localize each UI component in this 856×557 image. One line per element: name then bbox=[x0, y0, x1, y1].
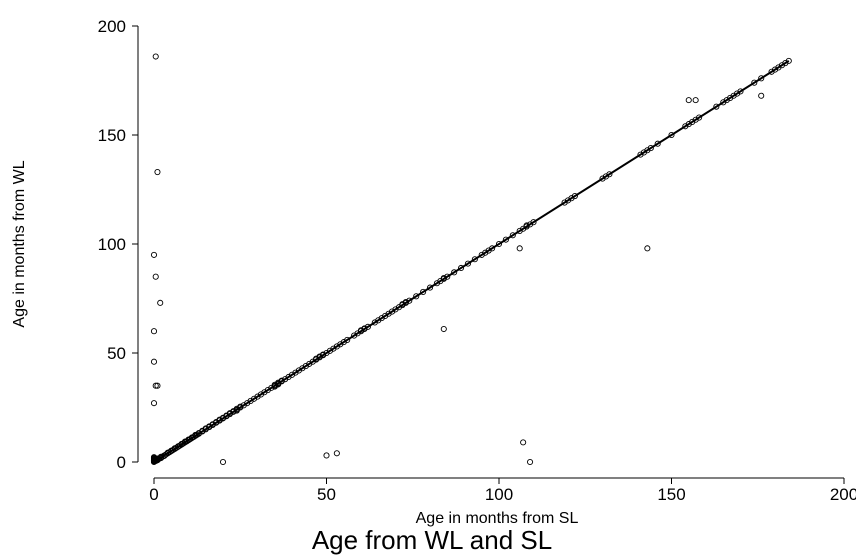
data-point bbox=[758, 92, 765, 99]
axes: 0 50 100 150 200 0 50 100 150 200 bbox=[98, 17, 856, 504]
data-point bbox=[150, 251, 158, 258]
x-tick-label: 150 bbox=[657, 485, 685, 504]
data-point bbox=[154, 169, 161, 176]
data-point bbox=[457, 264, 465, 272]
y-tick-label: 50 bbox=[107, 344, 126, 363]
data-point bbox=[451, 269, 458, 276]
data-point bbox=[219, 458, 227, 466]
y-axis-label: Age in months from WL bbox=[11, 160, 28, 327]
x-axis-ticks: 0 50 100 150 200 bbox=[149, 478, 856, 504]
data-point bbox=[668, 131, 675, 139]
data-point bbox=[758, 75, 765, 82]
data-point bbox=[737, 88, 744, 95]
y-tick-label: 200 bbox=[98, 17, 126, 36]
data-point bbox=[440, 325, 447, 333]
y-tick-label: 100 bbox=[98, 235, 126, 254]
data-point bbox=[344, 336, 351, 343]
data-point bbox=[571, 192, 578, 200]
data-point bbox=[509, 232, 516, 239]
data-point bbox=[413, 293, 420, 300]
x-tick-label: 100 bbox=[485, 485, 513, 504]
x-tick-label: 50 bbox=[317, 485, 336, 504]
data-point bbox=[150, 358, 158, 365]
data-point bbox=[471, 256, 478, 263]
x-tick-label: 0 bbox=[149, 485, 158, 504]
data-point bbox=[685, 97, 692, 104]
chart-title: Age from WL and SL bbox=[312, 525, 552, 555]
data-point bbox=[530, 219, 537, 226]
data-point bbox=[751, 79, 758, 86]
data-point bbox=[152, 273, 159, 280]
data-point bbox=[489, 245, 496, 252]
data-point bbox=[527, 458, 534, 466]
data-point bbox=[444, 273, 451, 280]
data-point bbox=[696, 114, 703, 121]
data-point bbox=[516, 245, 523, 252]
data-point bbox=[692, 97, 699, 104]
data-point bbox=[323, 452, 330, 459]
data-point bbox=[713, 103, 720, 110]
x-axis-label: Age in months from SL bbox=[416, 510, 579, 527]
x-tick-label: 200 bbox=[830, 485, 856, 504]
data-points bbox=[150, 53, 792, 466]
data-point bbox=[644, 245, 651, 252]
data-point bbox=[647, 145, 654, 152]
data-point bbox=[152, 53, 159, 60]
data-point bbox=[495, 240, 503, 248]
data-point bbox=[154, 382, 161, 389]
data-point bbox=[785, 57, 792, 64]
y-tick-label: 0 bbox=[117, 453, 126, 472]
data-point bbox=[157, 299, 164, 306]
data-point bbox=[606, 171, 613, 178]
data-point bbox=[333, 450, 340, 457]
data-point bbox=[420, 288, 427, 296]
data-point bbox=[654, 140, 661, 147]
data-point bbox=[364, 323, 371, 330]
data-point bbox=[152, 382, 159, 389]
y-tick-label: 150 bbox=[98, 126, 126, 145]
data-point bbox=[150, 400, 158, 407]
data-point bbox=[520, 439, 527, 446]
fit-line bbox=[153, 60, 790, 463]
data-point bbox=[426, 284, 434, 291]
y-axis-ticks: 0 50 100 150 200 bbox=[98, 17, 138, 472]
data-point bbox=[502, 236, 509, 243]
data-point bbox=[406, 297, 413, 304]
data-point bbox=[150, 328, 158, 335]
data-point bbox=[464, 260, 472, 267]
